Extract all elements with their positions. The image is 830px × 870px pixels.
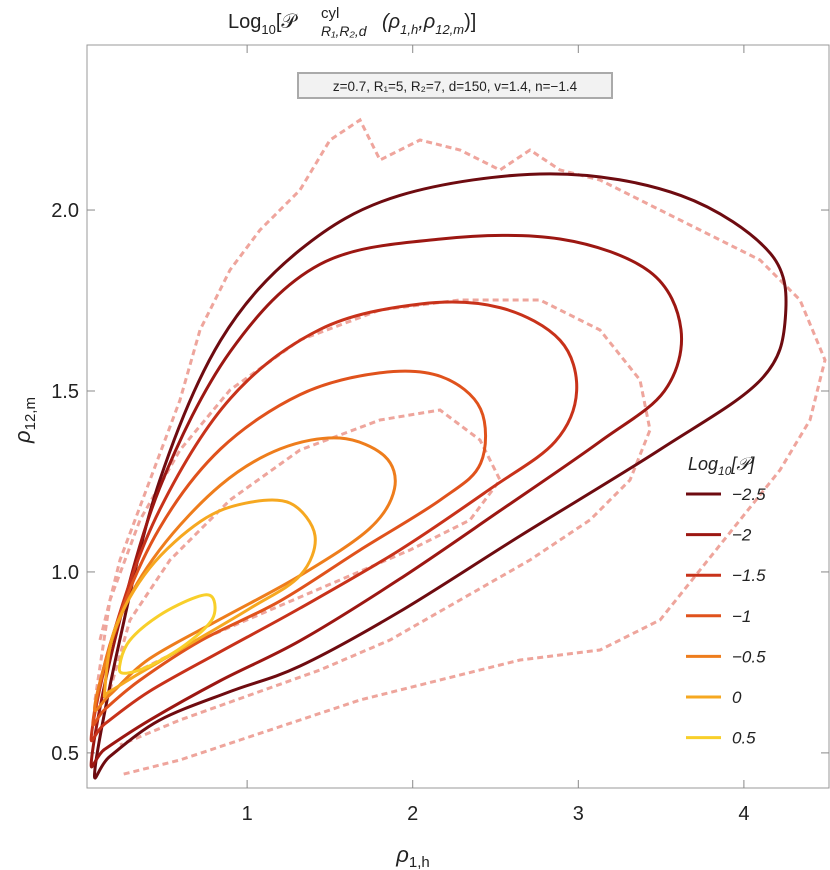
title-part: 12,m [435,22,464,37]
legend-label: −1.5 [732,566,766,585]
simulation-contour [98,117,827,777]
legend-label: −1 [732,607,751,626]
title-part: [𝒫 [276,11,299,33]
title-text: (ρ1,h,ρ12,m)] [382,11,476,37]
legend-label: −0.5 [732,647,766,666]
noise-contours [93,117,827,777]
legend-title-part: [𝒫] [730,454,755,474]
legend-label: 0 [732,688,742,707]
annotation: z=0.7, R₁=5, R₂=7, d=150, v=1.4, n=−1.4 [333,79,578,94]
contour-line [102,498,317,699]
x-label-part: 1,h [409,854,430,870]
legend-title-part: 10 [718,464,732,478]
title-text: Log10[𝒫 [228,11,298,37]
y-label-part: 12,m [22,397,39,430]
x-tick-label: 4 [738,803,749,825]
y-tick-label: 0.5 [51,743,79,765]
legend-label: −2.5 [732,485,766,504]
y-label-part: ρ [10,430,35,444]
contour-line [89,300,579,743]
legend-label: −2 [732,526,752,545]
x-tick-label: 1 [242,803,253,825]
y-tick-label: 1.5 [51,381,79,403]
title: Log10[𝒫 cyl R₁,R₂,d (ρ1,h,ρ12,m)] [228,5,476,39]
title-part: (ρ [382,11,400,33]
x-tick-label: 2 [407,803,418,825]
y-axis-label: ρ12,m [10,397,39,444]
title-part: Log [228,11,261,33]
y-tick-label: 1.0 [51,562,79,584]
plot-frame [86,44,830,789]
title-part: cyl [321,5,339,22]
contour-line [91,369,488,727]
y-tick-label: 2.0 [51,200,79,222]
x-tick-label: 3 [573,803,584,825]
title-part: R₁,R₂,d [321,23,368,39]
contour-line [93,172,788,780]
contour-line [89,233,684,769]
legend-label: 0.5 [732,729,756,748]
legend-title-part: Log [688,454,718,474]
legend-title: Log10[𝒫] [688,454,755,478]
x-label-part: ρ [395,842,409,867]
title-part: ,ρ [418,11,435,33]
x-axis-label: ρ1,h [395,842,429,870]
annotation-box [297,72,613,99]
simulation-contour [93,298,652,747]
simulation-contour [108,408,502,691]
title-part: 1,h [400,22,418,37]
contour-line [93,436,397,713]
title-part: )] [464,11,476,33]
contour-line [117,593,217,675]
title-part: 10 [261,22,275,37]
